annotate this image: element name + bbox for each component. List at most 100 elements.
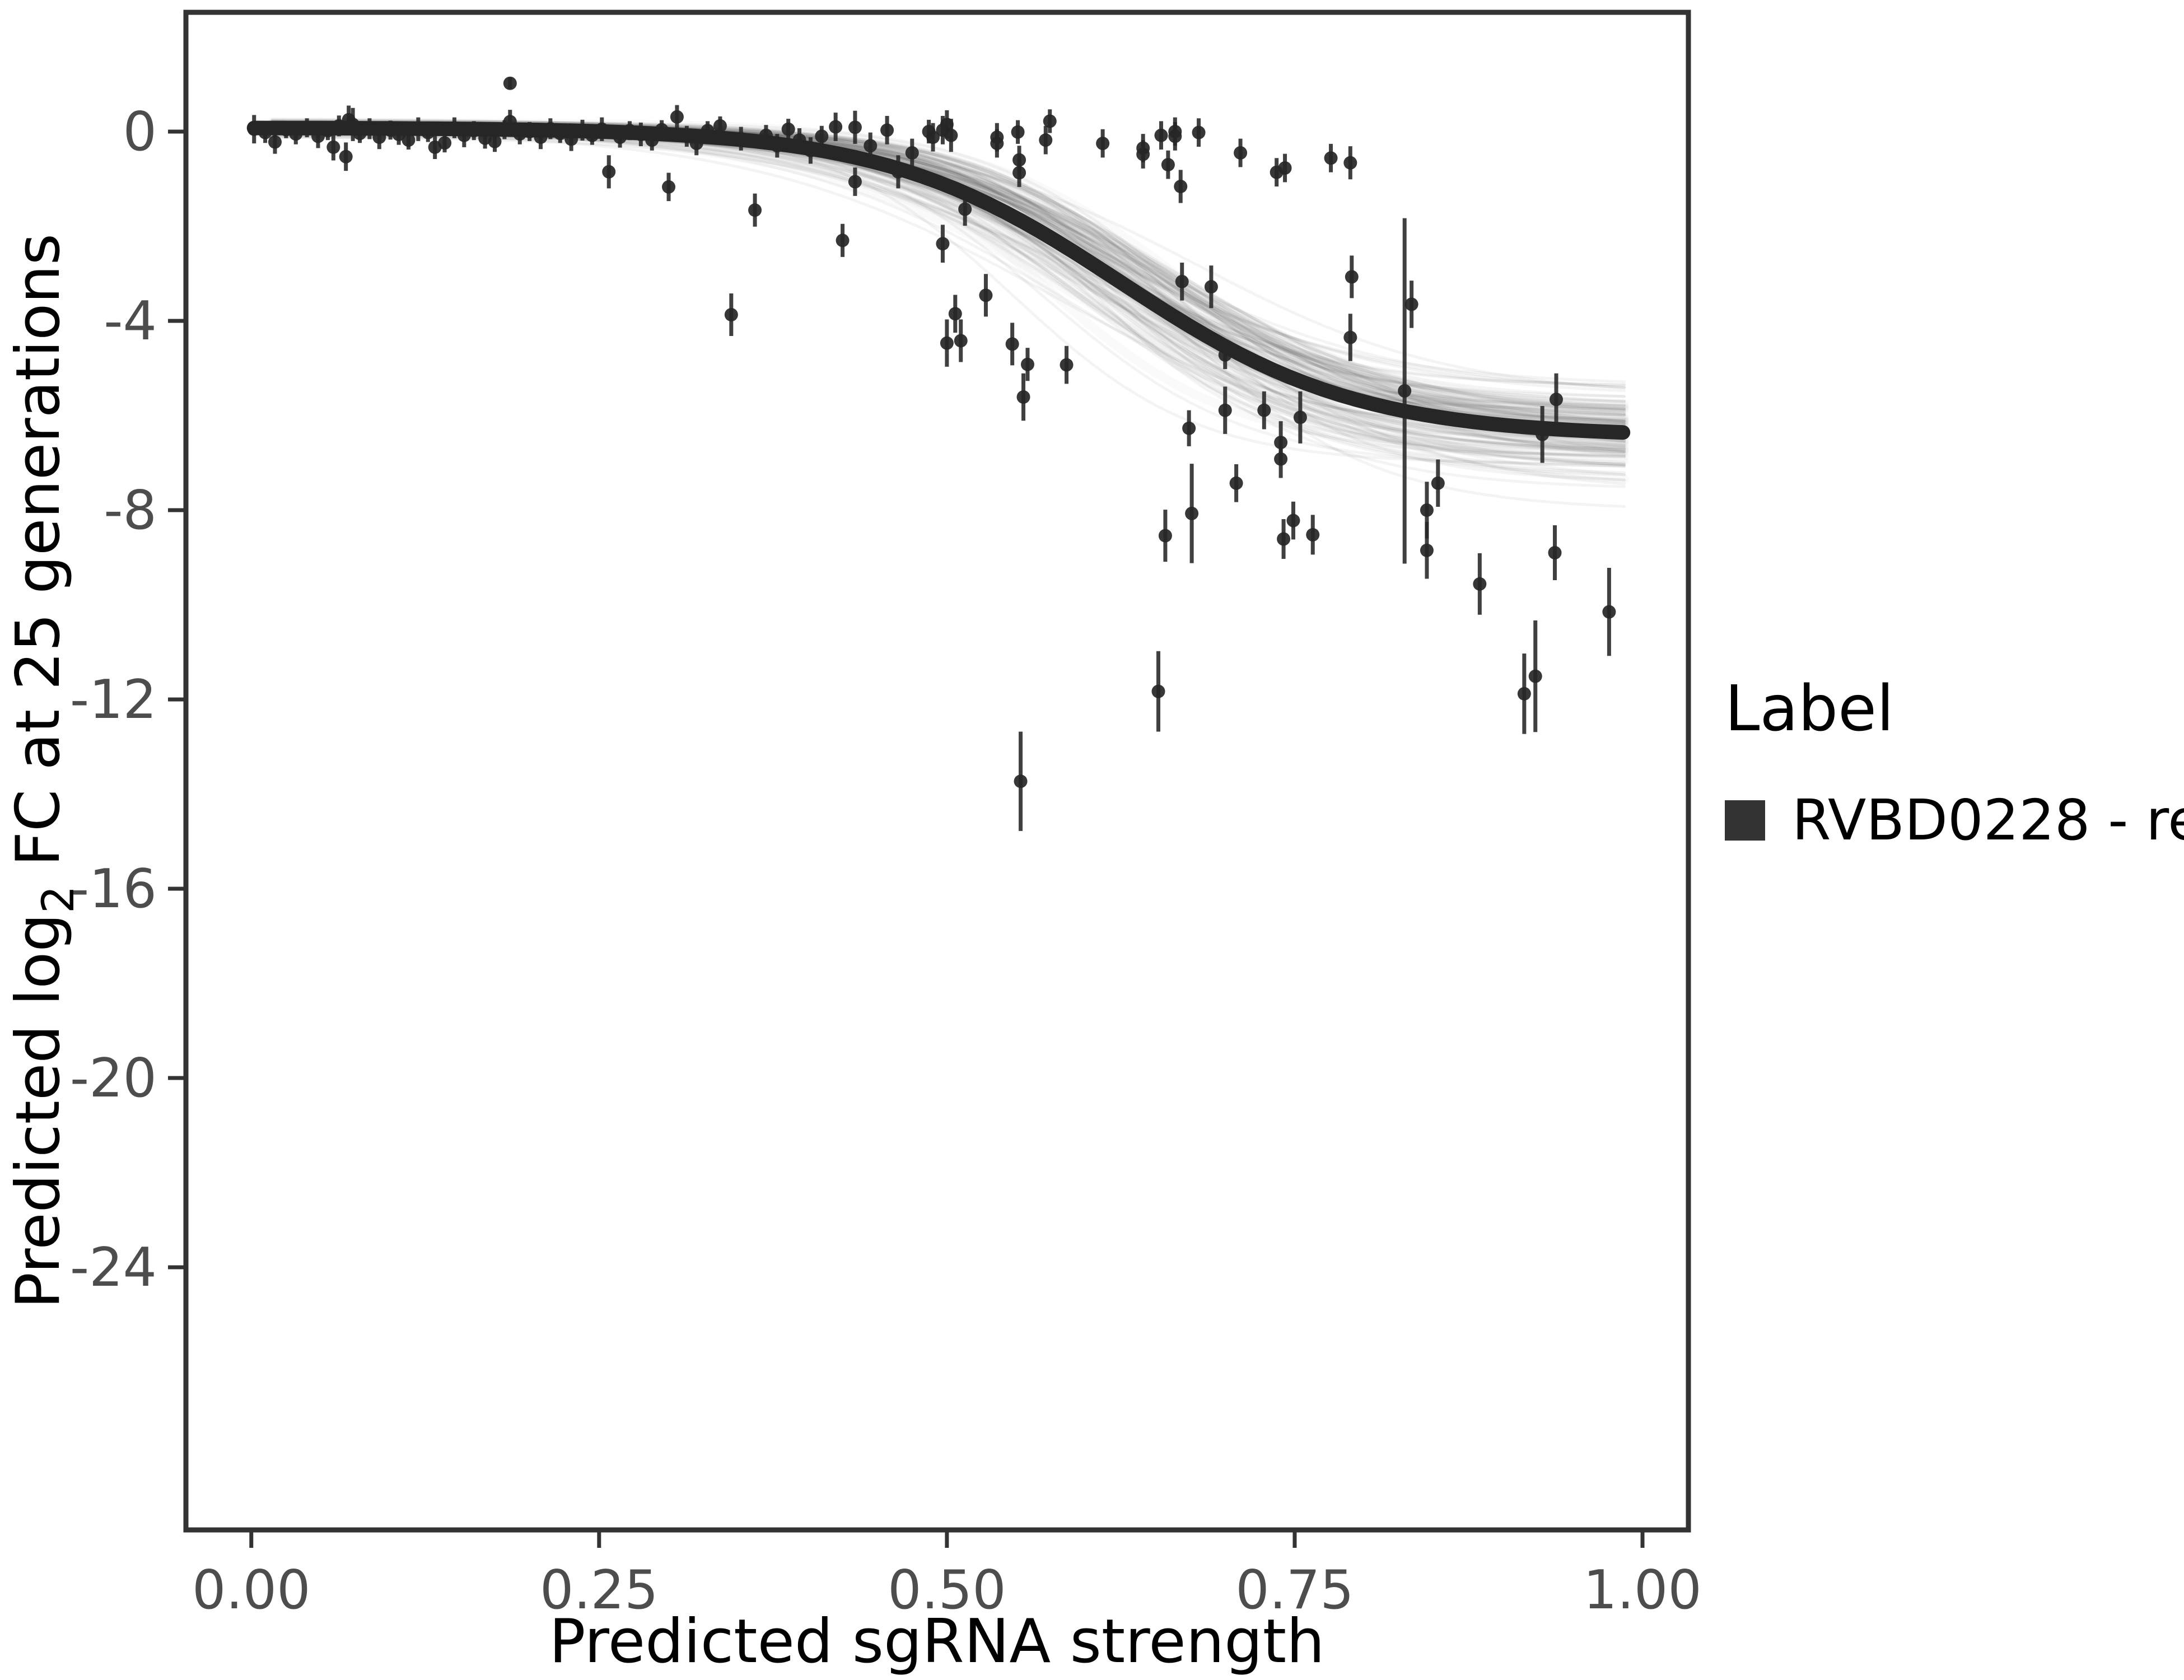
data-point: [979, 288, 993, 302]
data-point: [321, 124, 335, 138]
data-point: [1218, 403, 1232, 417]
data-point: [944, 128, 958, 142]
data-point: [670, 110, 684, 124]
y-tick-label: -24: [70, 1237, 157, 1299]
data-point: [689, 137, 703, 151]
data-point: [848, 175, 862, 189]
data-point: [1014, 774, 1028, 788]
data-point: [1286, 514, 1300, 528]
data-point: [948, 307, 962, 321]
data-point: [332, 119, 346, 133]
data-point: [1154, 128, 1168, 142]
legend: Label RVBD0228 - ref: [1725, 674, 2184, 853]
uncertainty-band: [270, 118, 1626, 508]
data-point: [1278, 161, 1292, 175]
data-point: [339, 150, 353, 164]
data-point: [848, 120, 862, 134]
data-point: [836, 234, 850, 248]
data-point: [1404, 297, 1418, 311]
data-point: [815, 129, 829, 143]
data-point: [1431, 476, 1445, 490]
data-point: [1536, 427, 1550, 441]
data-point: [940, 336, 954, 350]
data-point: [534, 130, 548, 144]
data-point: [1277, 532, 1291, 546]
data-point: [954, 334, 968, 348]
data-point: [402, 133, 416, 147]
data-point: [553, 127, 567, 141]
data-point: [258, 125, 272, 139]
data-point: [392, 128, 406, 142]
data-point: [362, 122, 376, 136]
data-point: [880, 123, 894, 137]
data-point: [602, 165, 616, 179]
data-point: [447, 121, 461, 135]
x-tick-label: 0.50: [888, 1560, 1006, 1621]
data-point: [503, 115, 517, 129]
data-point: [1218, 348, 1232, 362]
band-line: [270, 119, 1626, 412]
x-axis-title: Predicted sgRNA strength: [549, 1607, 1324, 1677]
data-point: [1398, 384, 1412, 398]
data-point: [1043, 114, 1057, 128]
x-tick-label: 0.25: [540, 1560, 659, 1621]
data-point: [748, 203, 762, 217]
data-point: [1158, 529, 1172, 543]
data-point: [1343, 156, 1357, 170]
data-point: [326, 140, 340, 154]
panel-border: [183, 10, 1691, 1533]
data-point: [1517, 687, 1531, 701]
data-point: [564, 132, 578, 146]
data-point: [1185, 506, 1199, 520]
data-point: [623, 124, 637, 138]
data-point: [1528, 669, 1542, 683]
data-point: [655, 123, 669, 137]
data-point: [1602, 605, 1616, 619]
data-point: [503, 76, 517, 90]
data-point: [1229, 476, 1243, 490]
data-point: [680, 129, 694, 143]
fit-curve: [246, 120, 1631, 440]
data-point: [713, 119, 727, 133]
data-point: [792, 133, 806, 147]
data-point: [311, 129, 325, 143]
data-point: [1324, 151, 1338, 165]
data-point: [1020, 357, 1034, 371]
data-point: [1257, 403, 1271, 417]
y-tick-label: -4: [104, 291, 157, 352]
data-point: [936, 237, 950, 251]
data-point: [734, 132, 748, 146]
data-point: [467, 124, 481, 138]
data-point: [1060, 358, 1074, 372]
data-point: [585, 128, 599, 142]
data-point: [1136, 147, 1150, 161]
data-point: [300, 121, 314, 135]
data-point: [247, 122, 261, 136]
data-point: [1174, 179, 1188, 193]
data-point: [595, 122, 609, 136]
y-tick-label: 0: [123, 101, 157, 163]
y-tick-label: -16: [70, 858, 157, 920]
data-point: [1011, 125, 1025, 139]
data-point: [1420, 543, 1434, 557]
x-axis-ticks: 0.00 0.25 0.50 0.75 1.00: [192, 1530, 1702, 1621]
data-point: [1182, 421, 1196, 435]
data-point: [1548, 546, 1562, 560]
x-tick-label: 0.00: [192, 1560, 311, 1621]
data-point: [804, 143, 818, 157]
fit-curve-line: [246, 120, 1631, 440]
data-point: [438, 136, 452, 150]
data-point: [1168, 129, 1182, 143]
data-point: [891, 165, 905, 179]
data-point: [613, 130, 627, 144]
x-tick-label: 0.75: [1235, 1560, 1354, 1621]
data-point: [781, 122, 795, 136]
data-point: [1343, 330, 1357, 344]
data-point: [289, 127, 303, 141]
data-point: [634, 128, 648, 142]
data-point: [1234, 146, 1248, 160]
data-point: [1293, 410, 1307, 424]
data-point: [1473, 577, 1487, 591]
y-tick-label: -12: [70, 669, 157, 731]
data-point: [1274, 452, 1288, 466]
